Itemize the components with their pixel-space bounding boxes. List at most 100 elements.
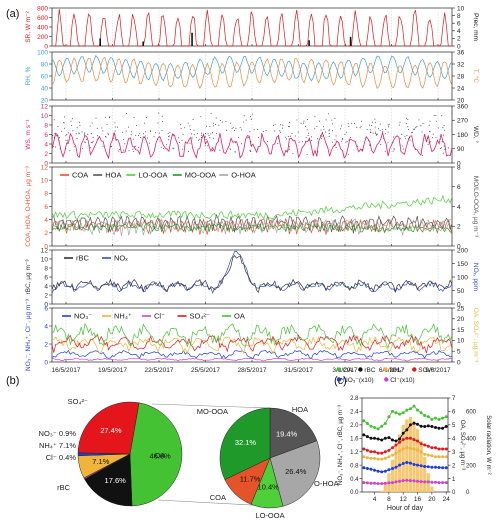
wd-point	[328, 135, 330, 137]
wd-point	[145, 131, 147, 133]
y-axis-label: NO₃⁻, NH₄⁺, Cl⁻, rBC, µg m⁻³	[337, 405, 344, 485]
diurnal-point	[376, 451, 380, 455]
wd-point	[143, 133, 144, 135]
wd-point	[238, 136, 239, 138]
panel-a4: 0 2 4 6 8 10 12 0 2 4 6 8 COA, HOA, O-HOA, µg m⁻³ MO/…	[25, 164, 479, 250]
wd-point	[298, 141, 300, 143]
pie-name-label: MO-OOA	[197, 407, 228, 416]
wd-point	[71, 125, 73, 127]
y2-tick-label: 150	[457, 261, 468, 268]
wd-point	[89, 125, 91, 127]
diurnal-point	[362, 455, 366, 459]
wd-point	[277, 142, 279, 144]
wd-point	[230, 149, 232, 151]
diurnal-point	[369, 450, 373, 454]
wd-point	[341, 140, 343, 142]
wd-point	[181, 140, 183, 141]
legend-label: HOA	[105, 171, 121, 180]
legend-label: NOₓ	[114, 254, 128, 263]
y-tick-label: 2	[44, 292, 48, 299]
wd-point	[451, 113, 453, 115]
y2-tick-label: 0	[457, 301, 461, 308]
wd-point	[173, 147, 175, 149]
wd-point	[65, 139, 67, 141]
wd-point	[320, 135, 322, 137]
wd-point	[407, 119, 409, 120]
wd-point	[201, 132, 203, 134]
diurnal-point	[401, 447, 405, 451]
wd-point	[381, 129, 383, 131]
sr-line	[52, 8, 452, 47]
wd-point	[328, 133, 330, 134]
y2-tick-label: 20	[457, 97, 465, 104]
diurnal-point	[401, 411, 405, 415]
wd-point	[430, 141, 432, 143]
wd-point	[204, 145, 206, 147]
y-tick-label: 6	[44, 204, 48, 211]
pie-slice-5	[77, 401, 140, 455]
wd-point	[279, 130, 281, 132]
wd-point	[303, 122, 305, 124]
y-tick-label: 12	[41, 103, 49, 110]
wd-point	[84, 133, 86, 135]
wd-point	[168, 136, 169, 138]
wd-point	[392, 141, 394, 143]
wd-point	[92, 140, 94, 142]
wd-point	[69, 150, 71, 152]
diurnal-point	[444, 455, 448, 459]
wd-point	[356, 126, 358, 128]
diurnal-point	[430, 465, 434, 469]
wd-point	[374, 118, 376, 120]
pie-value-label: 10.4%	[258, 482, 280, 491]
diurnal-point	[401, 438, 405, 442]
wd-point	[443, 145, 445, 147]
wd-point	[88, 145, 90, 147]
wd-point	[57, 135, 59, 137]
wd-point	[229, 148, 231, 150]
wd-point	[216, 133, 217, 135]
diurnal-point	[365, 456, 369, 460]
wd-point	[177, 137, 179, 139]
wd-point	[160, 146, 162, 148]
wd-point	[155, 132, 157, 134]
diurnal-point	[391, 438, 394, 442]
diurnal-point	[437, 426, 441, 430]
wd-point	[91, 142, 93, 144]
wd-point	[250, 116, 251, 118]
wd-point	[407, 129, 409, 130]
wd-point	[409, 137, 411, 138]
wd-point	[234, 151, 236, 153]
wd-point	[205, 133, 206, 135]
legend-label: SO₄²⁻	[418, 367, 436, 374]
wd-point	[213, 122, 215, 124]
wd-point	[191, 137, 193, 139]
solar-bar	[380, 490, 384, 492]
wd-point	[97, 135, 99, 137]
wd-point	[209, 126, 211, 127]
y2-tick-label: 2	[452, 463, 456, 469]
diurnal-point	[405, 478, 409, 482]
wd-point	[146, 137, 148, 139]
wd-point	[441, 141, 443, 143]
legend-label: Cl⁻(x10)	[390, 377, 414, 384]
diurnal-point	[419, 424, 423, 428]
wd-point	[82, 147, 84, 149]
wd-point	[232, 127, 234, 129]
wd-point	[159, 140, 161, 142]
wd-point	[439, 148, 441, 149]
y-tick-label: 600	[37, 15, 48, 22]
wd-point	[257, 129, 259, 130]
pie-slice-4	[219, 407, 271, 480]
wd-point	[105, 136, 107, 138]
pie-name-label: O-HOA	[314, 479, 339, 488]
prec-bar	[191, 32, 193, 46]
wd-point	[213, 125, 215, 127]
diurnal-point	[387, 455, 391, 459]
wd-point	[71, 118, 73, 120]
wd-point	[113, 137, 115, 139]
wd-point	[84, 132, 86, 134]
wd-point	[392, 150, 394, 152]
y2-tick-label: 180	[457, 132, 468, 139]
y2-tick-label: 1	[452, 477, 456, 483]
y2-tick-label: 360	[457, 103, 468, 110]
